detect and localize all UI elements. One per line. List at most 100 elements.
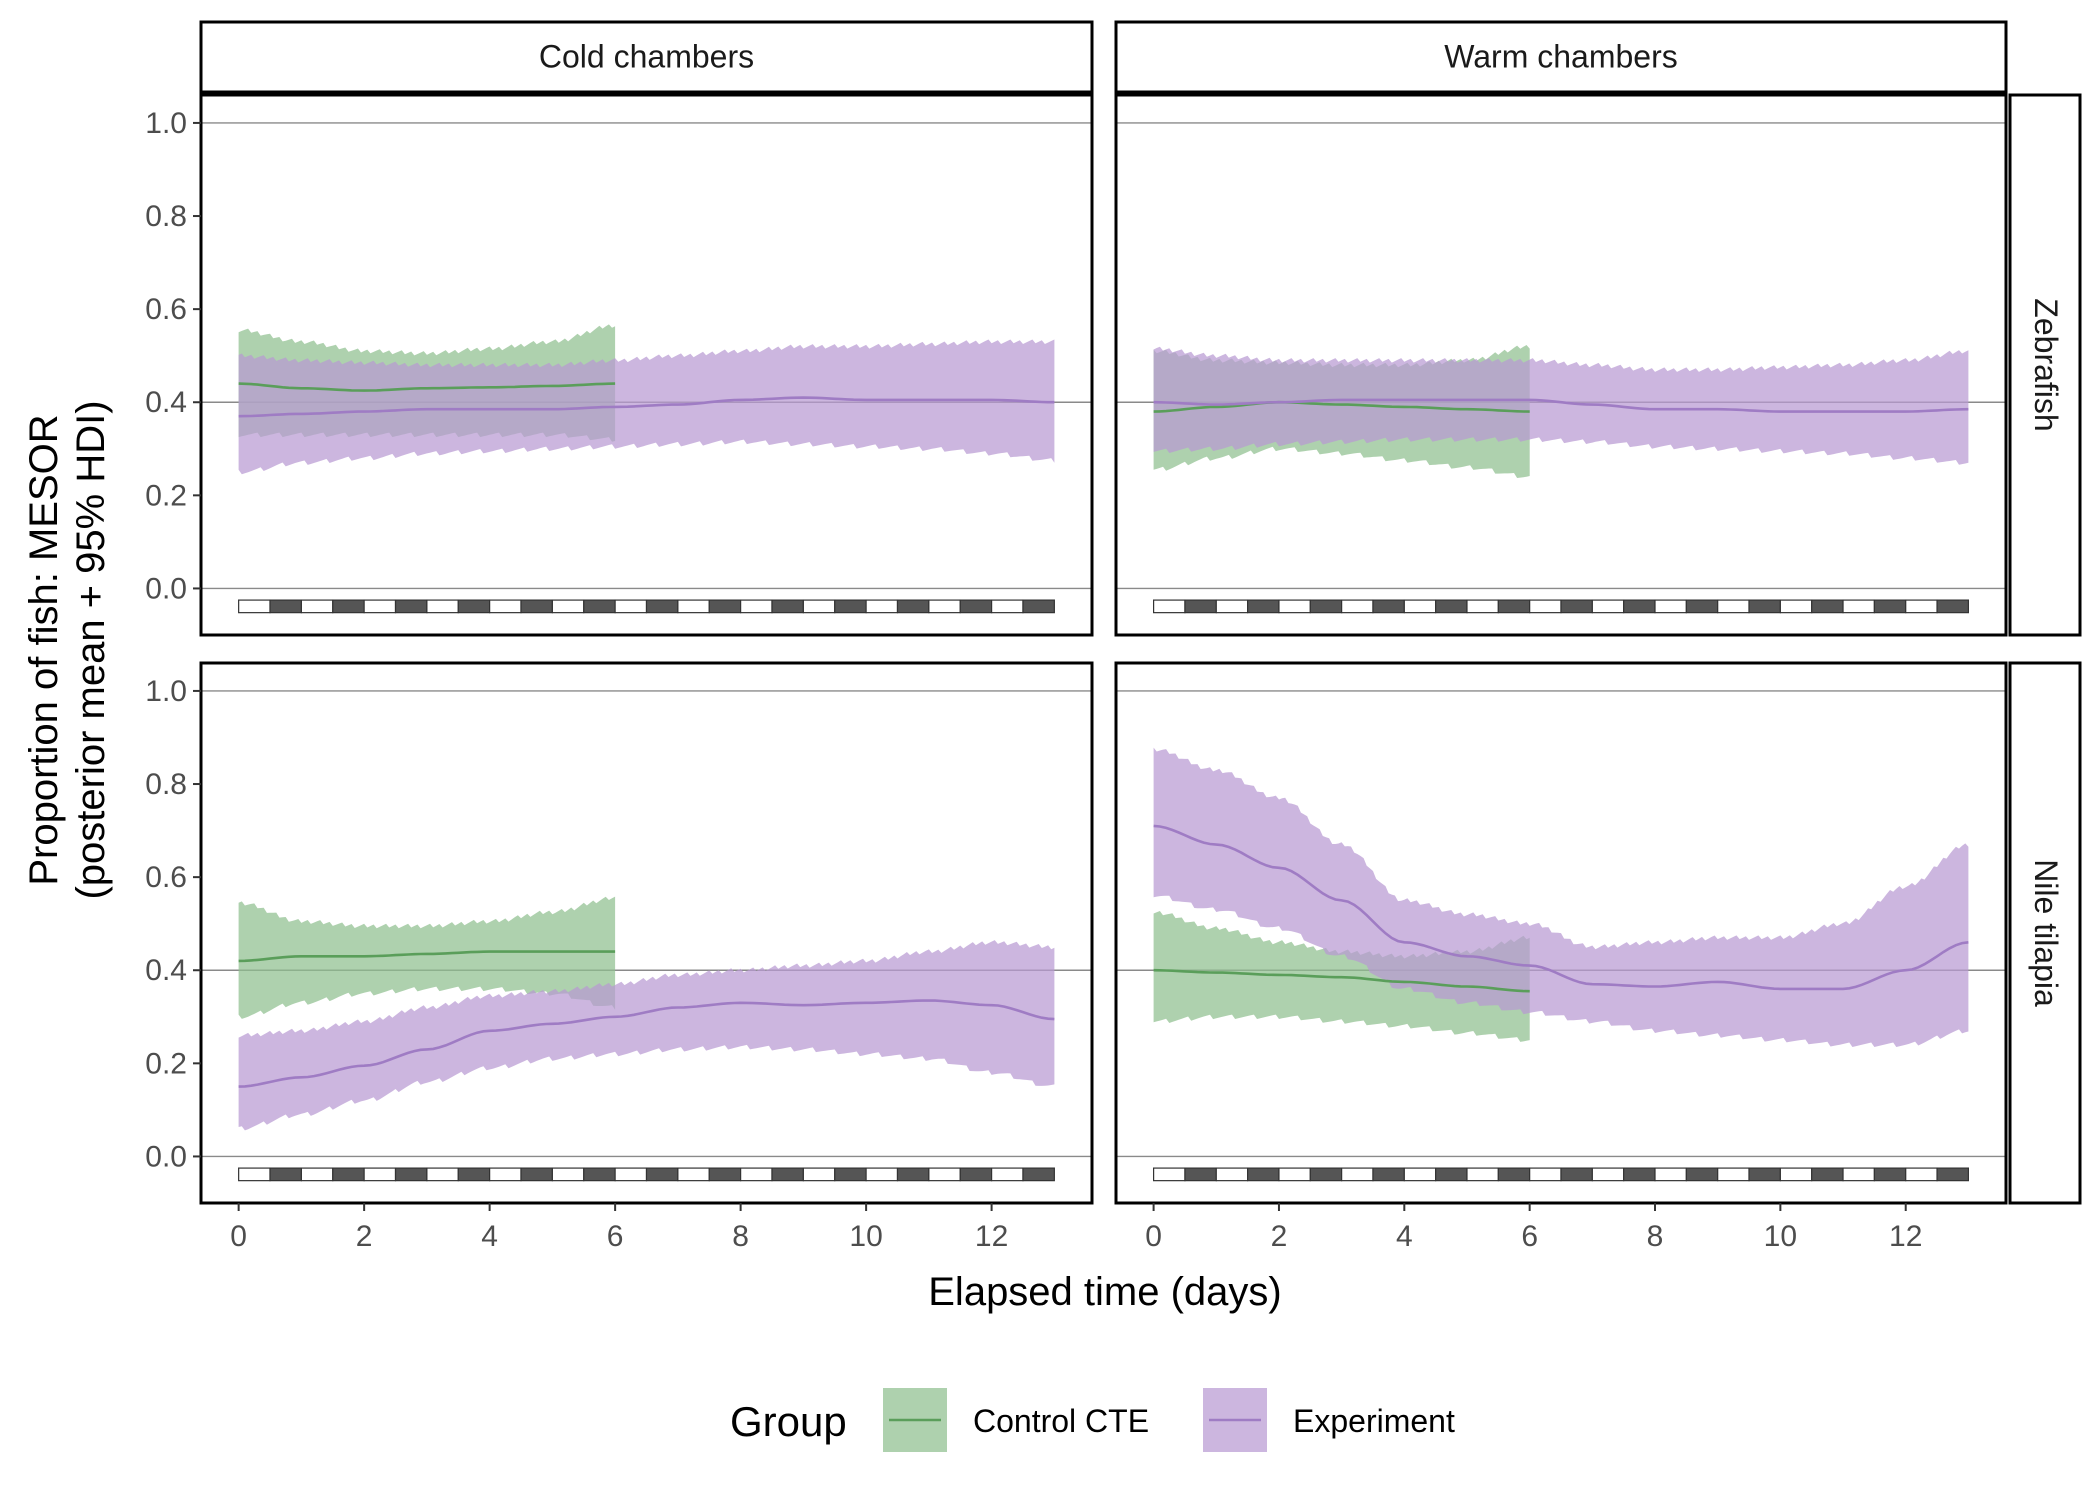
- dark-period-block: [1372, 1167, 1405, 1182]
- dark-period-block: [1936, 599, 1969, 614]
- dark-period-block: [1811, 599, 1844, 614]
- dark-period-block: [771, 1167, 804, 1182]
- light-period-block: [1591, 1167, 1625, 1182]
- dark-period-block: [1811, 1167, 1844, 1182]
- dark-period-block: [708, 1167, 742, 1182]
- light-period-block: [300, 1167, 334, 1182]
- mean-line-control-cte: [1153, 968, 1530, 993]
- dark-period-block: [1247, 1167, 1280, 1182]
- y-tick-label: 0.0: [145, 572, 187, 605]
- light-period-block: [802, 599, 836, 614]
- light-period-block: [802, 1167, 836, 1182]
- mean-line-control-cte: [238, 950, 616, 963]
- dark-period-block: [1623, 1167, 1656, 1182]
- y-tick-label: 1.0: [145, 675, 187, 708]
- dark-period-block: [269, 599, 302, 614]
- ribbon-experiment: [1153, 346, 1969, 465]
- light-period-block: [1779, 599, 1813, 614]
- light-period-block: [489, 599, 522, 614]
- dark-period-block: [332, 599, 365, 614]
- light-period-block: [865, 599, 899, 614]
- dark-period-block: [834, 599, 867, 614]
- light-period-block: [1591, 599, 1625, 614]
- y-tick-label: 0.0: [145, 1140, 187, 1173]
- legend: Group Control CTE Experiment: [730, 1388, 1455, 1452]
- y-axis-title-line2: (posterior mean + 95% HDI): [69, 400, 113, 899]
- ribbon-experiment: [238, 940, 1055, 1131]
- light-period-block: [1341, 599, 1374, 614]
- light-period-block: [1842, 1167, 1875, 1182]
- light-period-block: [1278, 599, 1311, 614]
- light-period-block: [1341, 1167, 1374, 1182]
- y-tick-label: 0.6: [145, 293, 187, 326]
- light-period-block: [1717, 1167, 1750, 1182]
- y-tick-label: 0.4: [145, 954, 187, 987]
- dark-period-block: [457, 1167, 491, 1182]
- legend-item-experiment: Experiment: [1203, 1388, 1455, 1452]
- dark-period-block: [959, 599, 993, 614]
- mean-line-experiment: [238, 396, 1055, 418]
- x-tick-label: 6: [607, 1220, 624, 1253]
- light-period-block: [363, 599, 397, 614]
- x-tick-label: 12: [1889, 1220, 1922, 1253]
- x-tick-label: 0: [230, 1220, 247, 1253]
- dark-period-block: [269, 1167, 302, 1182]
- light-period-block: [928, 1167, 961, 1182]
- light-period-block: [1529, 1167, 1562, 1182]
- dark-period-block: [708, 599, 742, 614]
- light-period-block: [1654, 1167, 1687, 1182]
- axes-layer: 0.0 0.2 0.4 0.6 0.8 1.0 0.0 0.2 0.4 0.6 0.8 1.0 0 2 4 6…: [145, 107, 1922, 1253]
- dark-period-block: [1873, 1167, 1907, 1182]
- light-period-block: [1466, 599, 1499, 614]
- light-period-block: [1654, 599, 1687, 614]
- dark-period-block: [771, 599, 804, 614]
- light-period-block: [1215, 599, 1249, 614]
- light-period-block: [1278, 1167, 1311, 1182]
- light-period-block: [489, 1167, 522, 1182]
- x-tick-label: 4: [1396, 1220, 1413, 1253]
- dark-period-block: [1748, 1167, 1781, 1182]
- dark-period-block: [1372, 599, 1405, 614]
- y-tick-label: 0.8: [145, 200, 187, 233]
- light-period-block: [238, 599, 271, 614]
- y-axis-title-group-2: (posterior mean + 95% HDI): [69, 400, 113, 899]
- dark-period-block: [1184, 599, 1217, 614]
- y-tick-label: 0.2: [145, 479, 187, 512]
- light-period-block: [426, 1167, 459, 1182]
- dark-period-block: [1560, 1167, 1593, 1182]
- dark-period-block: [896, 1167, 930, 1182]
- legend-title: Group: [730, 1398, 847, 1445]
- dark-period-block: [1022, 1167, 1055, 1182]
- light-period-block: [928, 599, 961, 614]
- light-period-block: [1905, 1167, 1938, 1182]
- dark-period-block: [896, 599, 930, 614]
- light-period-block: [1153, 599, 1186, 614]
- panel-nile-tilapia-cold-chambers: [199, 661, 1094, 1205]
- panel-nile-tilapia-warm-chambers: [1114, 661, 2008, 1205]
- light-period-block: [614, 599, 648, 614]
- panel-zebrafish-warm-chambers: [1114, 93, 2008, 637]
- x-tick-label: 2: [1271, 1220, 1288, 1253]
- y-tick-label: 0.2: [145, 1047, 187, 1080]
- light-period-block: [1215, 1167, 1249, 1182]
- light-period-block: [1403, 1167, 1437, 1182]
- light-period-block: [1466, 1167, 1499, 1182]
- dark-period-block: [1748, 599, 1781, 614]
- panels-layer: [199, 93, 2008, 1205]
- strip-zebrafish: [2008, 93, 2082, 637]
- x-tick-label: 8: [732, 1220, 749, 1253]
- light-period-block: [865, 1167, 899, 1182]
- x-tick-label: 0: [1145, 1220, 1162, 1253]
- x-tick-label: 6: [1521, 1220, 1538, 1253]
- mean-line-experiment: [1153, 398, 1969, 413]
- strip-nile-tilapia: [2008, 661, 2082, 1205]
- light-period-block: [238, 1167, 271, 1182]
- light-period-block: [740, 599, 773, 614]
- legend-label: Experiment: [1293, 1403, 1455, 1439]
- ribbon-experiment: [1153, 747, 1969, 1047]
- dark-period-block: [520, 599, 553, 614]
- light-period-block: [551, 1167, 585, 1182]
- light-period-block: [551, 599, 585, 614]
- facet-strips: Cold chambers Warm chambers Zebrafish Nile …: [199, 20, 2082, 1205]
